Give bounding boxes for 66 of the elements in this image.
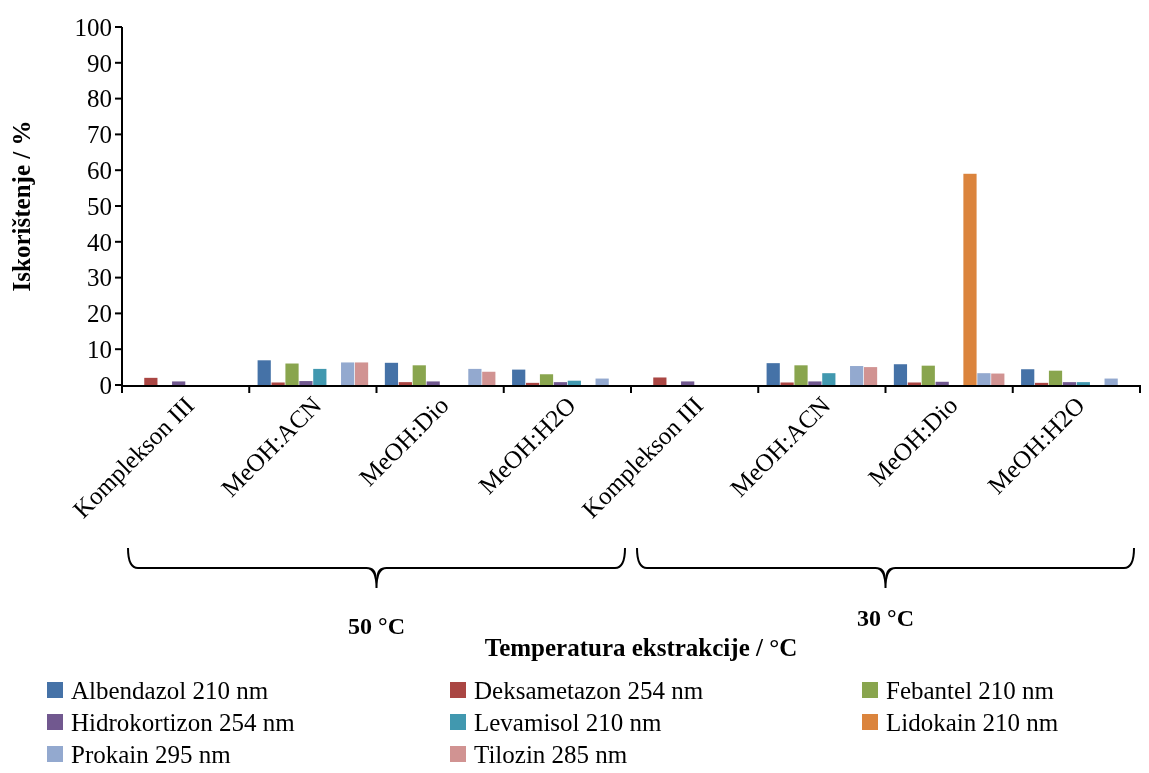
y-tick-label: 20: [87, 300, 112, 328]
y-tick-label: 80: [87, 85, 112, 113]
text: 50 °C: [348, 613, 405, 639]
bar: [921, 365, 935, 385]
y-tick-label: 40: [87, 228, 112, 256]
bar: [299, 381, 313, 385]
y-tick-label: 90: [87, 49, 112, 77]
y-tick-label: 0: [99, 371, 112, 399]
bar: [766, 363, 780, 385]
bar: [1076, 382, 1090, 385]
bar: [653, 377, 667, 385]
bar: [144, 377, 158, 385]
bar: [313, 368, 327, 385]
bar: [893, 364, 908, 385]
bar: [1104, 378, 1118, 385]
bar: [553, 382, 568, 385]
bar: [595, 378, 609, 385]
bar: [285, 363, 299, 385]
bar: [977, 373, 991, 385]
bar: [426, 381, 440, 385]
bar: [850, 366, 864, 385]
x-axis-title: Temperatura ekstrakcije / °C: [484, 634, 798, 661]
bar: [384, 362, 399, 385]
bar: [341, 362, 355, 385]
legend-label: Tilozin 285 nm: [474, 740, 628, 768]
bar: [539, 374, 554, 385]
legend-label: Prokain 295 nm: [71, 740, 232, 768]
bar: [512, 369, 526, 385]
bar: [822, 373, 836, 385]
legend-label: Hidrokortizon 254 nm: [71, 708, 296, 736]
bar: [354, 362, 369, 385]
bar: [963, 173, 977, 385]
y-tick-label: 10: [87, 335, 112, 363]
bar: [907, 382, 921, 385]
legend-label: Lidokain 210 nm: [886, 708, 1059, 736]
bar: [257, 360, 271, 385]
bar: [1035, 382, 1049, 385]
y-tick-label: 70: [87, 121, 112, 149]
bar: [567, 380, 581, 385]
y-tick-label: 60: [87, 156, 112, 184]
bar: [991, 373, 1005, 385]
bar: [1048, 370, 1063, 385]
bar: [482, 371, 496, 385]
text: 30 °C: [857, 605, 914, 631]
y-tick-label: 50: [87, 192, 112, 220]
y-tick-label: 30: [87, 264, 112, 292]
bar: [863, 367, 878, 385]
y-tick-label: 100: [74, 13, 112, 41]
legend-label: Albendazol 210 nm: [71, 676, 269, 704]
legend-label: Febantel 210 nm: [886, 676, 1055, 704]
bar: [935, 381, 949, 385]
bar: [794, 365, 808, 385]
bar: [412, 365, 426, 385]
bar: [1062, 382, 1077, 385]
bar: [1021, 369, 1035, 385]
bar: [808, 381, 822, 385]
bar: [780, 382, 794, 385]
bar: [468, 368, 482, 385]
bar: [526, 382, 540, 385]
bar: [172, 381, 186, 385]
y-axis-title: Iskorištenje / %: [8, 120, 35, 292]
bar: [681, 381, 695, 385]
bar: [398, 382, 412, 385]
bar: [271, 382, 285, 385]
legend-label: Deksametazon 254 nm: [474, 676, 704, 704]
legend-label: Levamisol 210 nm: [474, 708, 663, 736]
